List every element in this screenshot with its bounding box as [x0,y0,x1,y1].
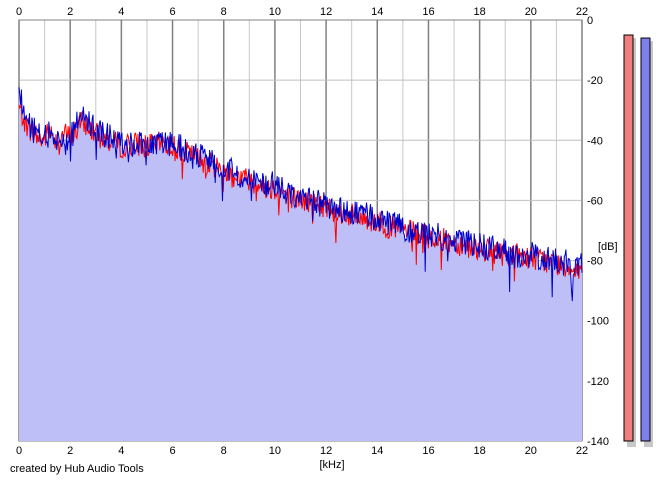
y-tick-label: -100 [587,316,609,328]
spectrum-fill [19,87,582,442]
x-tick-label-bottom: 20 [525,445,537,457]
x-tick-label-top: 6 [169,6,175,18]
y-tick-label: -80 [587,256,603,268]
x-tick-label-bottom: 12 [320,445,332,457]
x-tick-label-bottom: 8 [221,445,227,457]
y-tick-label: -140 [587,436,609,448]
x-tick-label-top: 10 [269,6,281,18]
x-axis-label: [kHz] [319,459,344,471]
y-axis-label: [dB] [598,241,618,253]
x-tick-label-top: 20 [525,6,537,18]
y-tick-label: -20 [587,75,603,87]
x-tick-label-top: 8 [221,6,227,18]
y-tick-label: 0 [587,15,593,27]
y-tick-label: -120 [587,376,609,388]
x-tick-label-top: 4 [118,6,124,18]
x-tick-label-bottom: 18 [474,445,486,457]
y-tick-label: -40 [587,135,603,147]
series-line-blue [18,87,583,302]
x-tick-label-bottom: 22 [576,445,588,457]
x-tick-label-top: 14 [371,6,383,18]
x-tick-label-bottom: 10 [269,445,281,457]
x-tick-label-top: 22 [576,6,588,18]
x-tick-label-bottom: 0 [16,445,22,457]
x-tick-label-bottom: 14 [371,445,383,457]
level-meter-bar [640,37,651,442]
x-tick-label-top: 18 [474,6,486,18]
x-tick-label-bottom: 6 [169,445,175,457]
y-tick-labels: 0 -20 -40 -60 -80 -100 -120 -140 [587,15,609,448]
x-tick-label-top: 12 [320,6,332,18]
level-meters [623,34,653,448]
level-meter-bar [623,34,634,442]
x-tick-label-top: 2 [67,6,73,18]
series-lines [18,87,583,302]
x-tick-label-bottom: 4 [118,445,124,457]
x-tick-label-top: 16 [422,6,434,18]
x-tick-label-bottom: 16 [422,445,434,457]
x-tick-label-bottom: 2 [67,445,73,457]
spectrum-area [19,87,582,442]
y-tick-label: -60 [587,195,603,207]
x-tick-label-top: 0 [16,6,22,18]
credit-text: created by Hub Audio Tools [10,463,144,475]
